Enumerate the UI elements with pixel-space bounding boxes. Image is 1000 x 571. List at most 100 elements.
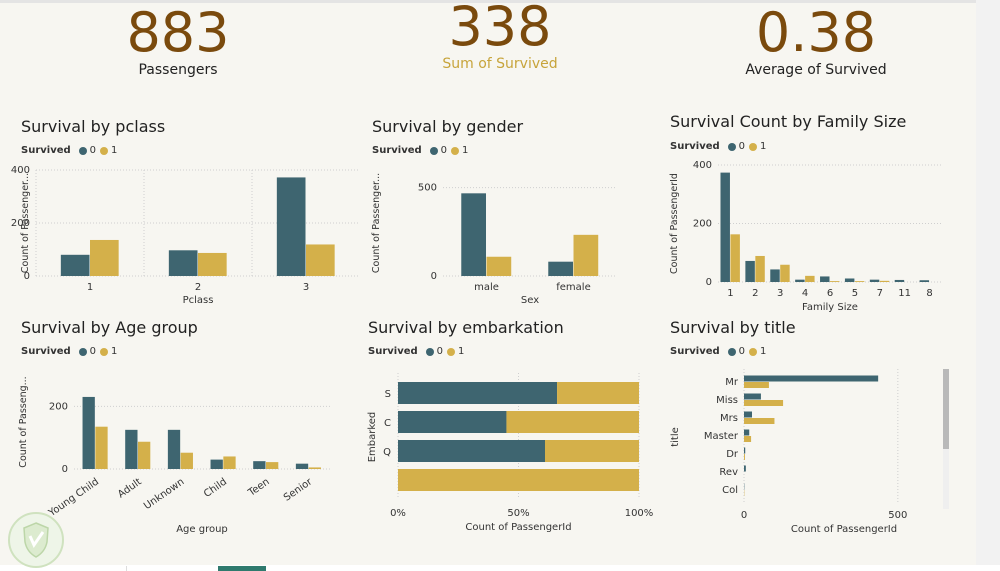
bar-0-Adult[interactable] [125, 429, 138, 469]
bar-0-8[interactable] [919, 280, 930, 282]
bar-1-male[interactable] [486, 256, 512, 276]
legend-item-0[interactable]: 0 [727, 346, 745, 357]
bar-0-Young Child[interactable] [82, 396, 95, 469]
bar-0-1[interactable] [60, 254, 90, 276]
bar-1-6[interactable] [830, 281, 840, 282]
page-tab[interactable] [126, 566, 219, 571]
bar-0-3[interactable] [770, 269, 780, 282]
bar-0-Mrs[interactable] [744, 411, 752, 418]
bar-0-Rev[interactable] [744, 465, 746, 472]
bar-0-Child[interactable] [210, 459, 223, 469]
kpi-value: 883 [126, 1, 230, 64]
x-tick-label: 3 [303, 282, 309, 293]
chart-gender[interactable]: 0 500 male female Sex Count of Passenger... [355, 160, 625, 310]
bar-0-Senior[interactable] [295, 463, 309, 469]
bar-0-6[interactable] [820, 276, 830, 282]
bar-1-blank[interactable] [398, 469, 639, 491]
legend-item-1[interactable]: 1 [100, 145, 117, 156]
y-tick-label: 0 [431, 271, 437, 282]
bar-1-1[interactable] [730, 234, 740, 282]
bar-0-Mr[interactable] [744, 375, 879, 382]
bar-1-Dr[interactable] [744, 454, 745, 460]
bar-0-3[interactable] [276, 177, 306, 276]
bar-0-5[interactable] [844, 278, 855, 282]
bar-1-Teen[interactable] [266, 462, 279, 469]
chart-title[interactable]: 0 500 Mr Miss Mrs Master Dr Rev Col Count of Pass… [660, 365, 960, 540]
page-tab-active[interactable] [218, 566, 266, 571]
chart-family[interactable]: 0 200 400 1 2 3 4 6 5 7 11 8 Family Size Count of Pas… [660, 155, 960, 315]
bar-0-4[interactable] [795, 279, 805, 282]
bar-0-7[interactable] [869, 279, 880, 282]
bar-1-S[interactable] [557, 382, 639, 404]
x-axis-label: Sex [521, 295, 539, 306]
bar-0-Unknown[interactable] [167, 429, 181, 469]
bar-0-Q[interactable] [398, 440, 546, 462]
bar-0-Dr[interactable] [744, 447, 746, 454]
bar-1-Unknown[interactable] [180, 452, 193, 469]
bar-1-2[interactable] [198, 252, 227, 276]
scrollbar-thumb[interactable] [943, 369, 949, 449]
bar-1-Senior[interactable] [308, 467, 321, 469]
chart-pclass[interactable]: 0 200 400 1 2 3 Pclass Count of Passenger... [0, 160, 360, 310]
y-tick-label: 500 [418, 183, 437, 194]
x-tick-label: male [474, 282, 499, 293]
bar-1-C[interactable] [506, 411, 639, 433]
legend-dot [78, 146, 87, 155]
x-tick-label: 1 [727, 288, 733, 299]
kpi-sum-survived: 338 Sum of Survived [420, 0, 580, 72]
chart-embark[interactable]: 0% 50% 100% S C Q Count of PassengerId Embarked [355, 365, 665, 540]
bar-1-Adult[interactable] [138, 441, 151, 469]
bar-0-Master[interactable] [744, 429, 750, 436]
legend-item-1[interactable]: 1 [451, 145, 468, 156]
bar-0-2[interactable] [745, 260, 755, 282]
bar-1-Mr[interactable] [744, 382, 769, 388]
bar-1-1[interactable] [90, 239, 119, 276]
bar-1-Master[interactable] [744, 436, 752, 442]
bar-1-3[interactable] [780, 264, 790, 282]
legend-item-0[interactable]: 0 [727, 141, 745, 152]
legend-item-0[interactable]: 0 [78, 145, 96, 156]
bar-0-11[interactable] [894, 279, 905, 282]
legend-item-0[interactable]: 0 [78, 346, 96, 357]
bar-1-2[interactable] [755, 255, 765, 282]
legend-label: 0 [436, 346, 444, 357]
bar-1-female[interactable] [573, 234, 599, 276]
bar-0-C[interactable] [398, 411, 507, 433]
x-tick-label: 100% [625, 508, 654, 519]
x-tick-label: 11 [898, 288, 911, 299]
bar-1-3[interactable] [306, 244, 335, 276]
bar-1-Child[interactable] [223, 456, 236, 469]
y-tick-label: S [385, 389, 391, 400]
legend: Survived 0 1 [368, 346, 468, 357]
chart-title-embark: Survival by embarkation [368, 318, 564, 337]
legend-item-1[interactable]: 1 [749, 346, 766, 357]
bar-0-Teen[interactable] [253, 461, 266, 469]
bar-1-7[interactable] [879, 280, 890, 282]
bar-0-Miss[interactable] [744, 393, 761, 400]
legend: Survived 0 1 [372, 145, 472, 156]
kpi-label: Passengers [138, 62, 218, 78]
x-axis-label: Count of PassengerId [791, 524, 897, 535]
legend-item-0[interactable]: 0 [425, 346, 444, 357]
legend-item-1[interactable]: 1 [447, 346, 464, 357]
legend-dot [425, 347, 434, 356]
x-tick-label: 6 [827, 288, 833, 299]
y-tick-label: Dr [726, 449, 739, 460]
bar-1-Young Child[interactable] [95, 426, 108, 469]
bar-0-S[interactable] [398, 382, 558, 404]
bar-1-Miss[interactable] [744, 400, 784, 406]
bar-0-2[interactable] [168, 250, 198, 276]
legend-item-1[interactable]: 1 [100, 346, 117, 357]
y-tick-label: Master [704, 431, 739, 442]
bar-1-4[interactable] [805, 275, 815, 282]
bar-0-1[interactable] [720, 172, 730, 282]
legend-item-1[interactable]: 1 [749, 141, 766, 152]
bar-0-female[interactable] [548, 261, 573, 276]
bar-0-male[interactable] [461, 193, 486, 276]
bar-1-Q[interactable] [545, 440, 639, 462]
page-scrollbar[interactable] [976, 0, 1000, 571]
legend-item-0[interactable]: 0 [429, 145, 447, 156]
bar-1-Mrs[interactable] [744, 418, 775, 424]
bar-1-5[interactable] [854, 281, 865, 282]
